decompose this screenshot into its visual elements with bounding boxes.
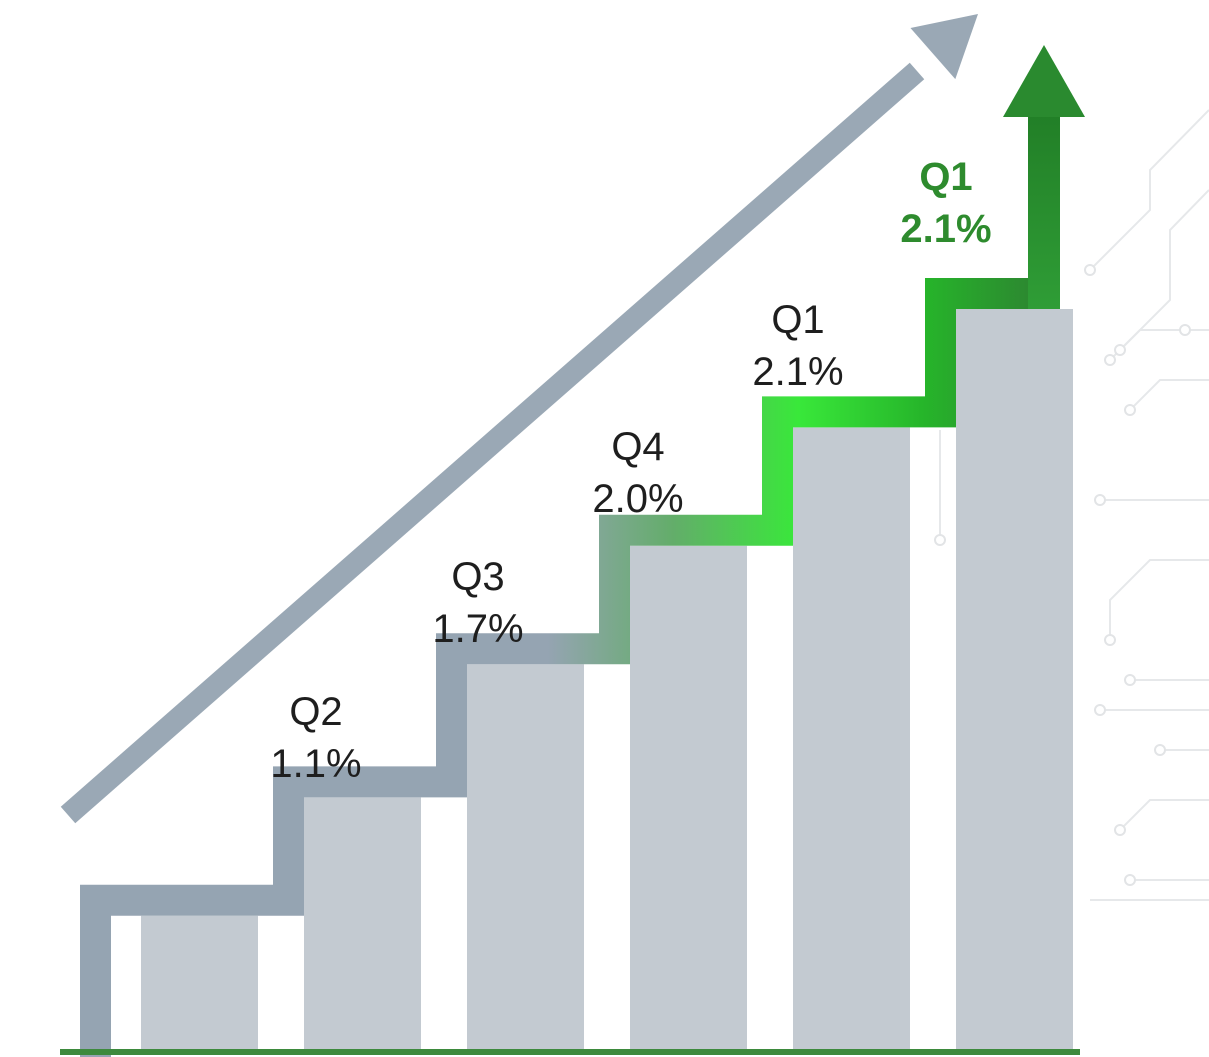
trend-arrow-icon: [60, 14, 978, 824]
circuit-node: [1124, 674, 1136, 686]
circuit-trace: [1119, 799, 1209, 831]
bar-4: [630, 545, 747, 1049]
circuit-trace: [1109, 329, 1209, 361]
category-label-3: Q3: [451, 555, 504, 599]
circuit-node: [1124, 874, 1136, 886]
bar-1: [141, 915, 258, 1049]
category-label-2: Q2: [289, 690, 342, 734]
circuit-node: [1094, 494, 1106, 506]
category-label-4: Q4: [611, 425, 664, 469]
value-label-2: 1.1%: [270, 742, 361, 786]
circuit-trace: [1089, 109, 1209, 271]
circuit-trace: [1109, 559, 1209, 640]
circuit-node: [1084, 264, 1096, 276]
value-label-6: 2.1%: [900, 207, 991, 251]
bars-group: [141, 309, 1073, 1049]
circuit-node: [1154, 744, 1166, 756]
circuit-node: [1179, 324, 1191, 336]
circuit-node: [934, 534, 946, 546]
baseline: [60, 1049, 1080, 1055]
labels-group: Q2 1.1% Q3 1.7% Q4 2.0% Q1 2.1% Q1 2.1%: [270, 155, 991, 786]
bar-2: [304, 797, 421, 1049]
circuit-node: [1124, 404, 1136, 416]
highlight-up-arrow-icon: [1003, 45, 1085, 309]
circuit-node: [1104, 354, 1116, 366]
bar-3: [467, 664, 584, 1049]
circuit-trace: [1119, 189, 1209, 351]
value-label-3: 1.7%: [432, 607, 523, 651]
bar-5: [793, 427, 910, 1049]
category-label-5: Q1: [771, 298, 824, 342]
circuit-node: [1114, 824, 1126, 836]
category-label-6: Q1: [919, 155, 972, 199]
circuit-node: [1094, 704, 1106, 716]
circuit-node: [1104, 634, 1116, 646]
value-label-4: 2.0%: [592, 477, 683, 521]
bar-6: [956, 309, 1073, 1049]
value-label-5: 2.1%: [752, 350, 843, 394]
stair-step-line: [80, 278, 1058, 1057]
circuit-trace: [1129, 379, 1209, 411]
circuit-node: [1114, 344, 1126, 356]
